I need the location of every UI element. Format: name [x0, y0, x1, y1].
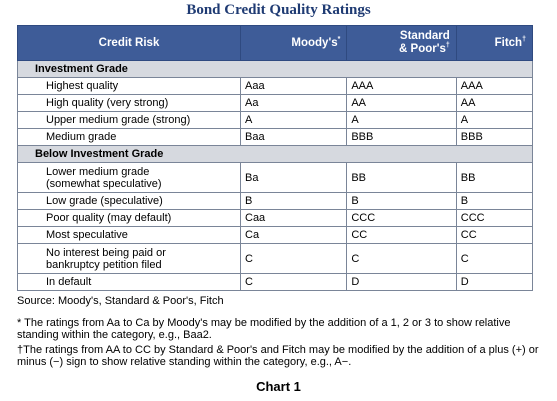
fitch-rating: AA — [455, 94, 534, 112]
moodys-header-label: Moody's — [291, 36, 338, 49]
sp-header-line1: Standard — [399, 30, 450, 42]
sp-rating: AAA — [346, 77, 457, 95]
fitch-rating: BB — [455, 162, 534, 193]
fitch-rating: C — [455, 243, 534, 274]
rating-description-line: Highest quality — [46, 80, 119, 92]
sp-rating: BB — [346, 162, 457, 193]
table-row: In default C D D — [17, 273, 534, 291]
chart-label: Chart 1 — [256, 379, 301, 394]
fitch-rating: B — [455, 192, 534, 210]
section-label: Investment Grade — [17, 60, 533, 78]
fitch-footnote-mark: † — [522, 35, 526, 43]
moodys-rating: Aaa — [239, 77, 348, 95]
rating-description-line: Poor quality (may default) — [46, 212, 172, 224]
fitch-rating: CCC — [455, 209, 534, 227]
rating-description: Most speculative — [17, 226, 241, 244]
rating-description: Medium grade — [17, 128, 241, 146]
table-header-row: Credit Risk Moody's* Standard & Poor's† F… — [17, 25, 534, 61]
table-row: Medium grade Baa BBB BBB — [17, 128, 534, 146]
rating-description-line: In default — [46, 276, 92, 288]
fitch-rating: AAA — [455, 77, 534, 95]
moodys-rating: A — [239, 111, 348, 129]
table-row: Lower medium grade (somewhat speculative)… — [17, 162, 534, 193]
rating-description: High quality (very strong) — [17, 94, 241, 112]
moodys-rating: B — [239, 192, 348, 210]
moodys-footnote: * The ratings from Aa to Ca by Moody's m… — [17, 317, 511, 341]
rating-description: Low grade (speculative) — [17, 192, 241, 210]
sp-rating: A — [346, 111, 457, 129]
fitch-rating: D — [455, 273, 534, 291]
rating-description-line: Medium grade — [46, 131, 117, 143]
sp-header-line2: & Poor's — [399, 43, 446, 55]
table-row: Highest quality Aaa AAA AAA — [17, 77, 534, 95]
rating-description-line: Upper medium grade (strong) — [46, 114, 191, 126]
table-row: Poor quality (may default) Caa CCC CCC — [17, 209, 534, 227]
section-row: Investment Grade — [17, 60, 533, 78]
sp-header: Standard & Poor's† — [346, 25, 457, 61]
sp-rating: CCC — [346, 209, 457, 227]
moodys-rating: C — [239, 243, 348, 274]
ratings-table: Credit Risk Moody's* Standard & Poor's† F… — [17, 25, 534, 291]
rating-description-line: (somewhat speculative) — [46, 177, 162, 190]
moodys-rating: Aa — [239, 94, 348, 112]
sp-fitch-footnote: †The ratings from AA to CC by Standard &… — [17, 344, 539, 368]
section-label: Below Investment Grade — [17, 145, 533, 163]
sp-rating: BBB — [346, 128, 457, 146]
rating-description-line: bankruptcy petition filed — [46, 258, 162, 271]
moodys-rating: Baa — [239, 128, 348, 146]
rating-description: In default — [17, 273, 241, 291]
table-row: Low grade (speculative) B B B — [17, 192, 534, 210]
rating-description-line: Low grade (speculative) — [46, 195, 163, 207]
rating-description-line: Lower medium grade — [46, 165, 150, 178]
fitch-rating: A — [455, 111, 534, 129]
rating-description-line: Most speculative — [46, 229, 128, 241]
page-title: Bond Credit Quality Ratings — [186, 2, 371, 18]
moodys-rating: Ca — [239, 226, 348, 244]
rating-description-line: No interest being paid or — [46, 246, 166, 259]
rating-description-line: High quality (very strong) — [46, 97, 169, 109]
moodys-rating: Caa — [239, 209, 348, 227]
sp-rating: AA — [346, 94, 457, 112]
moodys-rating: C — [239, 273, 348, 291]
fitch-rating: CC — [455, 226, 534, 244]
moodys-footnote-mark: * — [337, 35, 341, 43]
credit-risk-header: Credit Risk — [17, 25, 241, 61]
moodys-header: Moody's* — [239, 25, 348, 61]
fitch-rating: BBB — [455, 128, 534, 146]
sp-rating: C — [346, 243, 457, 274]
table-row: No interest being paid or bankruptcy peti… — [17, 243, 534, 274]
rating-description: Lower medium grade (somewhat speculative) — [17, 162, 241, 193]
table-row: High quality (very strong) Aa AA AA — [17, 94, 534, 112]
rating-description: No interest being paid or bankruptcy peti… — [17, 243, 241, 274]
sp-rating: CC — [346, 226, 457, 244]
source-note: Source: Moody's, Standard & Poor's, Fitc… — [17, 295, 224, 307]
section-row: Below Investment Grade — [17, 145, 533, 163]
ratings-table-body: Investment Grade Highest quality Aaa AAA AAA… — [17, 60, 534, 291]
rating-description: Highest quality — [17, 77, 241, 95]
fitch-header-label: Fitch — [494, 36, 523, 49]
sp-rating: D — [346, 273, 457, 291]
table-row: Upper medium grade (strong) A A A — [17, 111, 534, 129]
rating-description: Upper medium grade (strong) — [17, 111, 241, 129]
sp-footnote-mark: † — [445, 42, 450, 50]
table-row: Most speculative Ca CC CC — [17, 226, 534, 244]
moodys-rating: Ba — [239, 162, 348, 193]
sp-rating: B — [346, 192, 457, 210]
fitch-header: Fitch† — [455, 25, 534, 61]
rating-description: Poor quality (may default) — [17, 209, 241, 227]
